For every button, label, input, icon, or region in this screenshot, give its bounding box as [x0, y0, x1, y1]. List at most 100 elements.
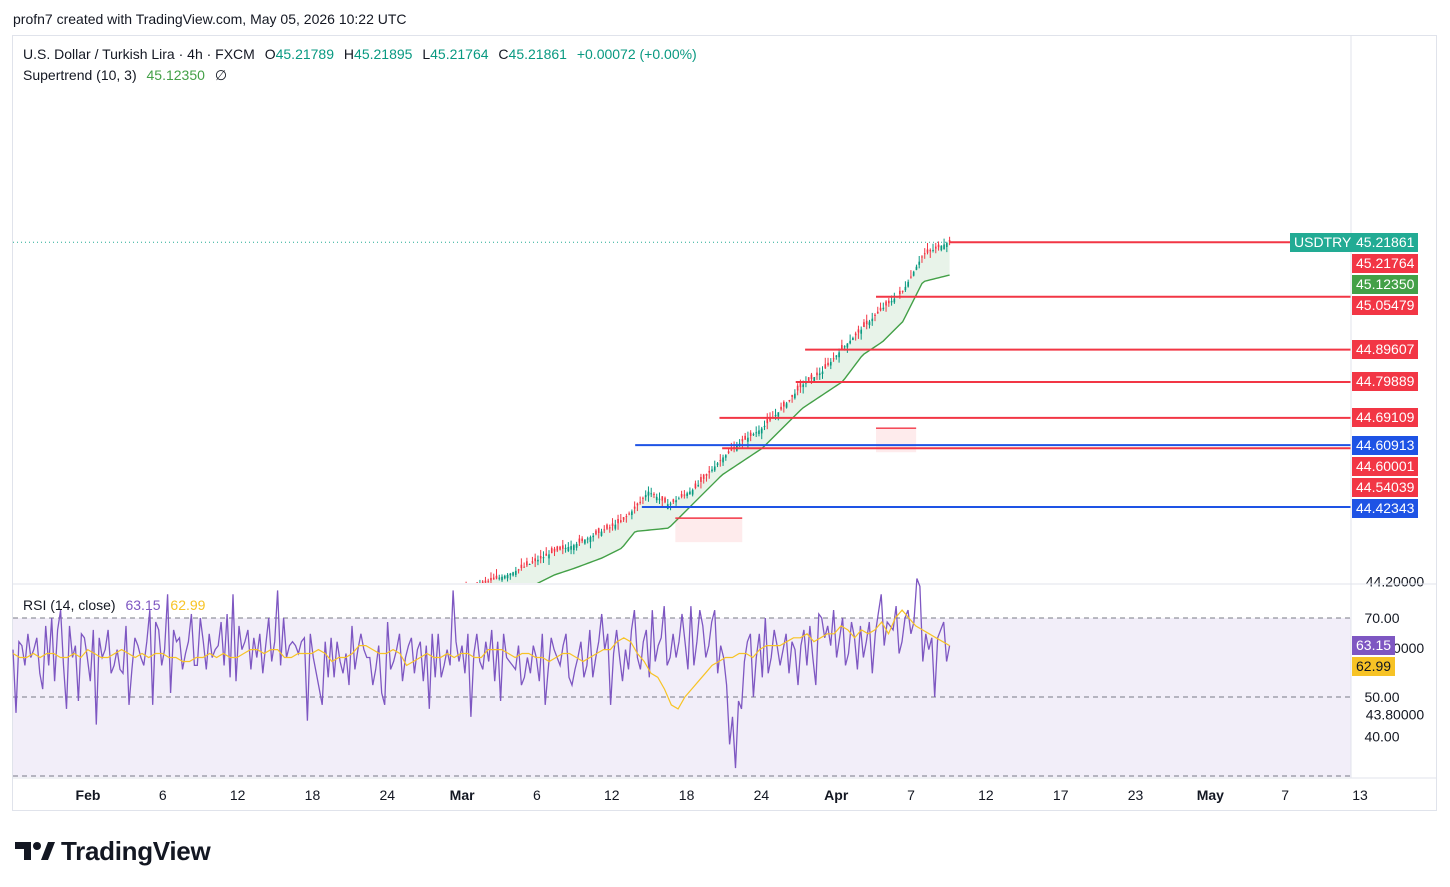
candle — [490, 572, 492, 583]
candle-body — [642, 497, 644, 499]
candle-body — [506, 574, 509, 579]
candle-body — [857, 329, 860, 333]
candle-body — [946, 243, 948, 248]
candle-body — [476, 582, 478, 583]
candle — [755, 426, 758, 438]
candle — [835, 354, 838, 360]
candle-body — [683, 494, 686, 496]
candle — [457, 591, 459, 597]
candle-body — [463, 591, 465, 594]
candle-body — [824, 364, 827, 369]
candle-body — [686, 493, 688, 496]
candle — [578, 534, 581, 547]
candle — [937, 241, 940, 251]
rsi-legend[interactable]: RSI (14, close) 63.15 62.99 — [23, 597, 205, 613]
attribution-text: profn7 created with TradingView.com, May… — [13, 11, 407, 27]
candle-body — [603, 529, 606, 531]
supertrend-down-fill-2 — [675, 518, 743, 543]
candle-body — [932, 249, 934, 251]
candle — [589, 535, 592, 549]
candle-body — [586, 538, 589, 540]
candle-body — [860, 329, 863, 334]
candle-body — [799, 383, 802, 388]
candle-body — [841, 345, 843, 350]
candle-body — [432, 613, 434, 617]
rsi-value: 63.15 — [125, 597, 161, 613]
candle — [487, 578, 490, 583]
candle — [642, 496, 644, 505]
candle — [564, 544, 567, 553]
candle-body — [468, 591, 470, 594]
candle-body — [636, 503, 639, 506]
candle-body — [528, 563, 531, 565]
candle-body — [843, 346, 846, 348]
candle — [946, 241, 948, 253]
candle — [468, 586, 470, 596]
candle — [691, 488, 694, 497]
candle — [708, 466, 711, 479]
rsi-band-fill — [13, 618, 1351, 697]
candle — [503, 574, 506, 580]
candle-body — [490, 577, 492, 581]
candle — [644, 490, 647, 501]
price-tag: 44.89607 — [1352, 340, 1419, 359]
candle — [438, 608, 440, 616]
price-tag: 44.42343 — [1352, 499, 1419, 518]
candle — [672, 498, 675, 505]
candle-body — [785, 403, 788, 408]
candle — [617, 514, 619, 530]
candle — [824, 357, 827, 369]
candle-body — [722, 457, 724, 463]
candle — [948, 236, 951, 246]
candle-body — [517, 569, 520, 571]
candle-body — [890, 300, 893, 303]
candle — [893, 292, 896, 304]
supertrend-legend[interactable]: Supertrend (10, 3) 45.12350 ∅ — [23, 67, 227, 84]
candle-body — [438, 610, 440, 615]
price-tag: 44.60001 — [1352, 457, 1419, 476]
candle — [678, 496, 680, 500]
candle-body — [887, 300, 890, 304]
candle — [556, 545, 559, 553]
candle-body — [564, 547, 567, 549]
ohlc-open-label: O — [264, 46, 276, 62]
candle-body — [655, 496, 658, 501]
candle-body — [622, 517, 625, 520]
candle-body — [542, 557, 545, 559]
candle-body — [567, 546, 570, 552]
candle — [887, 297, 890, 307]
time-axis-label: 12 — [604, 787, 620, 803]
candle-body — [852, 338, 854, 341]
candle-body — [863, 322, 865, 328]
symbol-legend: U.S. Dollar / Turkish Lira · 4h · FXCM O… — [23, 46, 697, 62]
candle — [841, 339, 843, 350]
candle — [506, 573, 509, 582]
supertrend-value: 45.12350 — [146, 67, 205, 83]
price-tag: 45.21764 — [1352, 254, 1419, 273]
candle-body — [871, 318, 874, 322]
candle — [492, 573, 495, 580]
candle-body — [545, 553, 548, 556]
candle-body — [597, 528, 600, 533]
candle — [528, 563, 531, 565]
ohlc-high-label: H — [343, 46, 355, 62]
candle — [443, 602, 445, 613]
candle-body — [805, 382, 807, 384]
candle — [758, 425, 760, 437]
tradingview-logo[interactable]: TradingView — [15, 836, 211, 866]
candle-body — [926, 249, 929, 253]
candle-body — [694, 483, 697, 489]
candle — [650, 487, 653, 498]
candle-body — [669, 503, 672, 505]
supertrend-label: Supertrend (10, 3) — [23, 67, 137, 83]
symbol-tag: USDTRY — [1290, 233, 1356, 252]
candle — [716, 462, 719, 468]
symbol-description[interactable]: U.S. Dollar / Turkish Lira · 4h · FXCM — [23, 46, 255, 62]
candle — [481, 580, 484, 583]
candle-body — [700, 477, 702, 482]
empty-set-icon: ∅ — [214, 67, 228, 83]
candle — [495, 569, 498, 580]
candle-body — [440, 603, 442, 608]
candle-body — [550, 548, 553, 553]
